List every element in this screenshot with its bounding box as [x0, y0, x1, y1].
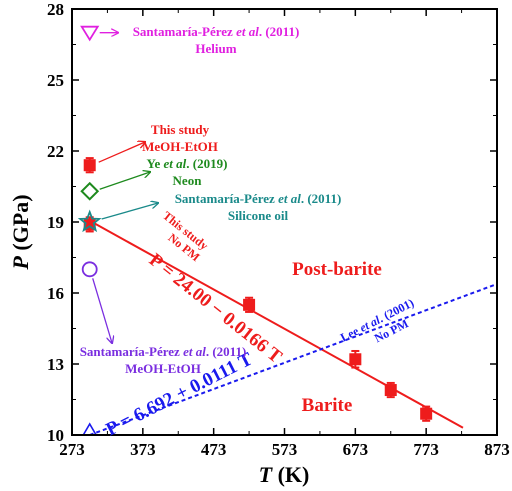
annotation-this-study: This study MeOH-EtOH	[142, 122, 218, 154]
svg-text:MeOH-EtOH: MeOH-EtOH	[142, 139, 218, 154]
x-tick-label: 873	[484, 440, 510, 459]
svg-text:This study: This study	[151, 122, 210, 137]
annotation-ye: Ye et al. (2019) Neon	[147, 156, 228, 188]
svg-text:Neon: Neon	[173, 173, 203, 188]
y-tick-label: 13	[47, 355, 64, 374]
data-point-this-study	[420, 407, 433, 420]
data-point-this-study	[349, 353, 362, 366]
x-tick-label: 373	[130, 440, 156, 459]
y-tick-label: 25	[47, 71, 64, 90]
svg-text:Silicone oil: Silicone oil	[228, 208, 289, 223]
data-point-this-study	[243, 298, 256, 311]
svg-text:Helium: Helium	[195, 41, 236, 56]
svg-text:Santamaría-Pérez et al. (2011): Santamaría-Pérez et al. (2011)	[175, 191, 342, 206]
y-tick-label: 10	[47, 426, 64, 445]
data-point-helium	[80, 25, 100, 42]
data-point-this-study	[83, 159, 96, 172]
annotation-helium: Santamaría-Pérez et al. (2011) Helium	[133, 24, 300, 56]
x-tick-label: 273	[59, 440, 85, 459]
plot-marks	[77, 25, 497, 435]
region-label-post-barite: Post-barite	[292, 259, 382, 280]
fit-line-this-study	[85, 217, 464, 429]
annotation-silicone-oil: Santamaría-Pérez et al. (2011) Silicone …	[175, 191, 342, 223]
data-point-ye-neon	[80, 181, 100, 201]
svg-text:Santamaría-Pérez et al. (2011): Santamaría-Pérez et al. (2011)	[133, 24, 300, 39]
data-point-lee	[82, 422, 98, 435]
data-point-silicone-oil	[77, 209, 102, 233]
data-point-this-study	[384, 384, 397, 397]
arrow-ye	[99, 172, 150, 190]
arrow-silicone	[101, 203, 158, 220]
y-tick-label: 28	[47, 0, 64, 19]
fit-line-lee	[89, 283, 497, 435]
y-tick-label: 16	[47, 284, 64, 303]
svg-text:Ye et al. (2019): Ye et al. (2019)	[147, 156, 228, 171]
x-tick-label: 773	[413, 440, 439, 459]
arrow-meoh-etoh	[92, 278, 112, 343]
y-axis-title: P (GPa)	[8, 194, 33, 270]
x-axis-title: T (K)	[259, 462, 310, 487]
arrow-this-study	[98, 142, 145, 163]
svg-text:Santamaría-Pérez et al. (2011): Santamaría-Pérez et al. (2011)	[80, 344, 247, 359]
svg-text:MeOH-EtOH: MeOH-EtOH	[125, 361, 201, 376]
x-tick-label: 673	[343, 440, 369, 459]
y-tick-label: 19	[47, 213, 64, 232]
data-point-meoh-etoh-2011	[81, 261, 98, 278]
region-label-barite: Barite	[302, 395, 353, 416]
y-tick-label: 22	[47, 142, 64, 161]
x-tick-label: 573	[272, 440, 298, 459]
x-tick-label: 473	[201, 440, 227, 459]
annotation-meoh-etoh: Santamaría-Pérez et al. (2011) MeOH-EtOH	[80, 344, 247, 376]
axis-ticks: 273 373 473 573 673 773 873 10 13 16 19 22 25 28	[47, 0, 510, 459]
